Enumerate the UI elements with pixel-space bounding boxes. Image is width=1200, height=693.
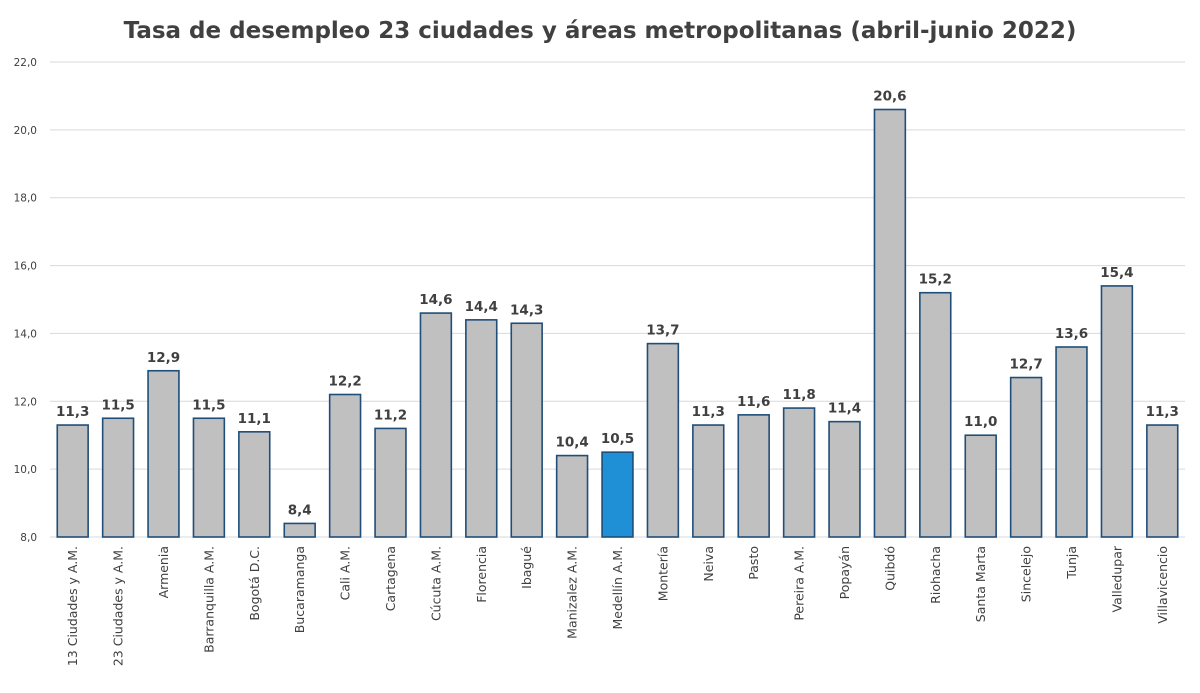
x-tick-label: Bucaramanga: [292, 546, 307, 633]
x-tick-label: Cartagena: [383, 546, 398, 611]
bar: [828, 420, 861, 538]
bar: [192, 417, 226, 538]
bar: [238, 431, 271, 538]
x-tick-label: Florencia: [474, 546, 489, 603]
bar: [283, 522, 316, 538]
data-label: 11,5: [192, 397, 225, 413]
data-label: 11,5: [101, 397, 134, 413]
x-tick-label: Valledupar: [1109, 545, 1124, 612]
bar: [873, 108, 907, 538]
data-label: 13,7: [646, 323, 679, 339]
x-tick-label: Tunja: [1064, 546, 1079, 580]
x-tick-label: Cúcuta A.M.: [428, 546, 443, 621]
bar: [1100, 285, 1134, 538]
bars: [56, 108, 1179, 538]
bar: [646, 342, 680, 538]
y-axis-ticks: 8,0 10,0 12,0 14,0 16,0 18,0 20,0 22,0: [14, 57, 37, 544]
x-axis-ticks: 13 Ciudades y A.M. 23 Ciudades y A.M. Arme…: [65, 545, 1170, 666]
data-label: 11,3: [56, 404, 89, 420]
data-label: 11,3: [692, 404, 725, 420]
bar: [1055, 346, 1088, 538]
bar: [374, 427, 407, 538]
x-tick-label: 23 Ciudades y A.M.: [111, 546, 126, 666]
y-tick-label: 20,0: [14, 125, 37, 137]
x-tick-label: Pasto: [746, 546, 761, 580]
x-tick-label: Cali A.M.: [338, 546, 353, 600]
bar: [737, 414, 770, 538]
x-tick-label: Barranquilla A.M.: [201, 546, 216, 653]
data-label: 14,6: [419, 292, 452, 308]
x-tick-label: Manizalez A.M.: [565, 546, 580, 639]
y-tick-label: 12,0: [14, 396, 37, 408]
data-label: 15,4: [1100, 265, 1133, 281]
bar: [328, 393, 362, 538]
x-tick-label: Popayán: [837, 546, 852, 599]
data-label: 11,1: [238, 411, 271, 427]
y-tick-label: 18,0: [14, 193, 37, 205]
data-label: 14,4: [465, 299, 498, 315]
x-tick-label: Quibdó: [882, 546, 897, 591]
bar: [601, 451, 634, 538]
data-label: 11,3: [1146, 404, 1179, 420]
bar: [555, 454, 589, 538]
data-label: 20,6: [873, 89, 906, 105]
x-tick-label: Bogotá D.C.: [247, 546, 262, 621]
x-tick-label: Montería: [655, 546, 670, 601]
data-label: 11,2: [374, 407, 407, 423]
bar: [692, 424, 725, 538]
data-label: 12,2: [328, 374, 361, 390]
data-label: 8,4: [288, 502, 312, 518]
x-tick-label: 13 Ciudades y A.M.: [65, 546, 80, 666]
x-tick-label: Santa Marta: [973, 546, 988, 622]
x-tick-label: Riohacha: [928, 546, 943, 604]
data-label: 13,6: [1055, 326, 1088, 342]
bar: [964, 434, 997, 538]
data-label: 14,3: [510, 302, 543, 318]
data-label: 10,5: [601, 431, 634, 447]
data-label: 10,4: [555, 435, 588, 451]
x-tick-label: Medellín A.M.: [610, 546, 625, 629]
data-label: 11,6: [737, 394, 770, 410]
bar: [782, 407, 816, 538]
y-tick-label: 22,0: [14, 57, 37, 69]
x-tick-label: Ibagué: [519, 546, 534, 589]
data-label: 11,4: [828, 401, 861, 417]
bar: [101, 417, 135, 538]
bar: [465, 319, 498, 538]
bar: [56, 424, 89, 538]
x-tick-label: Villavicencio: [1155, 546, 1170, 624]
chart-title: Tasa de desempleo 23 ciudades y áreas me…: [124, 18, 1077, 44]
y-tick-label: 14,0: [14, 328, 37, 340]
data-label: 15,2: [919, 272, 952, 288]
bar: [147, 369, 180, 538]
x-tick-label: Armenia: [156, 546, 171, 598]
bar: [1009, 376, 1043, 538]
bar: [919, 291, 952, 538]
data-label: 12,9: [147, 350, 180, 366]
x-tick-label: Neiva: [701, 546, 716, 582]
y-tick-label: 8,0: [20, 532, 37, 544]
bar: [419, 312, 453, 538]
y-tick-label: 16,0: [14, 261, 37, 273]
data-labels: 11,3 11,5 12,9 11,5 11,1 8,4 12,2 11,2 14,6 14,4 1…: [56, 89, 1179, 519]
x-tick-label: Sincelejo: [1019, 546, 1034, 602]
x-tick-label: Pereira A.M.: [792, 546, 807, 621]
bar: [510, 322, 543, 538]
data-label: 11,8: [782, 387, 815, 403]
bar: [1146, 424, 1179, 538]
data-label: 11,0: [964, 414, 997, 430]
data-label: 12,7: [1009, 357, 1042, 373]
y-tick-label: 10,0: [14, 464, 37, 476]
